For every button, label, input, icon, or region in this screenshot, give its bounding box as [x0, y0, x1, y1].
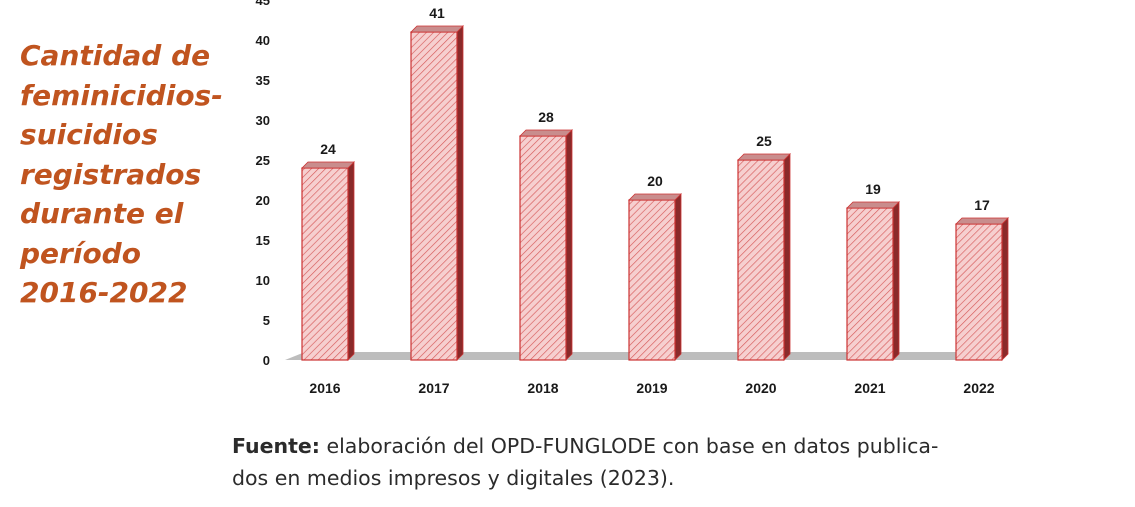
- bar-top: [410, 25, 464, 33]
- x-tick-label: 2020: [745, 380, 776, 396]
- y-tick-label: 25: [256, 153, 270, 168]
- title-line: feminicidios-: [20, 78, 223, 112]
- bar-2022: [955, 217, 1009, 361]
- x-tick-label: 2021: [854, 380, 885, 396]
- chart-title: Cantidad de feminicidios- suicidios regi…: [20, 36, 225, 313]
- y-tick-label: 30: [256, 113, 270, 128]
- data-label: 25: [756, 133, 772, 149]
- bar-2017: [410, 25, 464, 361]
- bar-side: [783, 153, 791, 361]
- bar-top: [301, 161, 355, 169]
- y-tick-label: 0: [263, 353, 270, 368]
- source-text-line1: elaboración del OPD-FUNGLODE con base en…: [319, 434, 939, 458]
- x-tick-label: 2019: [636, 380, 667, 396]
- bar-side: [347, 161, 355, 361]
- bar-front: [737, 159, 785, 361]
- bar-top: [955, 217, 1009, 225]
- data-label: 17: [974, 197, 990, 213]
- data-label: 19: [865, 181, 881, 197]
- y-tick-label: 20: [256, 193, 270, 208]
- bar-chart: 0 5 10 15 20 25 30 35 40 45 24 41 28 20 25 19 17 2016 20…: [256, 0, 1009, 396]
- title-line: registrados: [20, 157, 202, 191]
- bar-top: [519, 129, 573, 137]
- y-tick-label: 40: [256, 33, 270, 48]
- bar-2018: [519, 129, 573, 361]
- bar-front: [955, 223, 1003, 361]
- y-tick-label: 45: [256, 0, 270, 8]
- source-text-line2: dos en medios impresos y digitales (2023…: [232, 466, 675, 490]
- bar-top: [846, 201, 900, 209]
- bar-front: [410, 31, 458, 361]
- bar-side: [565, 129, 573, 361]
- source-note: Fuente: elaboración del OPD-FUNGLODE con…: [232, 430, 1092, 494]
- title-line: suicidios: [20, 118, 158, 151]
- data-label: 24: [320, 141, 336, 157]
- bar-front: [301, 167, 349, 361]
- bar-front: [519, 135, 567, 361]
- bar-side: [1001, 217, 1009, 361]
- data-label: 20: [647, 173, 663, 189]
- bar-2020: [737, 153, 791, 361]
- y-tick-label: 5: [263, 313, 270, 328]
- bar-top: [628, 193, 682, 201]
- x-tick-label: 2018: [527, 380, 558, 396]
- bar-2021: [846, 201, 900, 361]
- title-line: durante el: [20, 197, 184, 230]
- title-line: período: [20, 236, 141, 270]
- bar-side: [892, 201, 900, 361]
- y-tick-label: 10: [256, 273, 270, 288]
- bar-front: [628, 199, 676, 361]
- title-line: Cantidad de: [20, 39, 211, 72]
- x-tick-label: 2017: [418, 380, 449, 396]
- y-tick-label: 15: [256, 233, 270, 248]
- bar-front: [846, 207, 894, 361]
- title-line: 2016-2022: [20, 276, 188, 309]
- bar-2016: [301, 161, 355, 361]
- data-label: 28: [538, 109, 554, 125]
- x-tick-label: 2016: [309, 380, 340, 396]
- data-label: 41: [429, 5, 445, 21]
- bar-top: [737, 153, 791, 161]
- bar-side: [456, 25, 464, 361]
- bar-2019: [628, 193, 682, 361]
- y-tick-label: 35: [256, 73, 270, 88]
- source-label: Fuente:: [232, 434, 320, 458]
- bar-side: [674, 193, 682, 361]
- x-tick-label: 2022: [963, 380, 994, 396]
